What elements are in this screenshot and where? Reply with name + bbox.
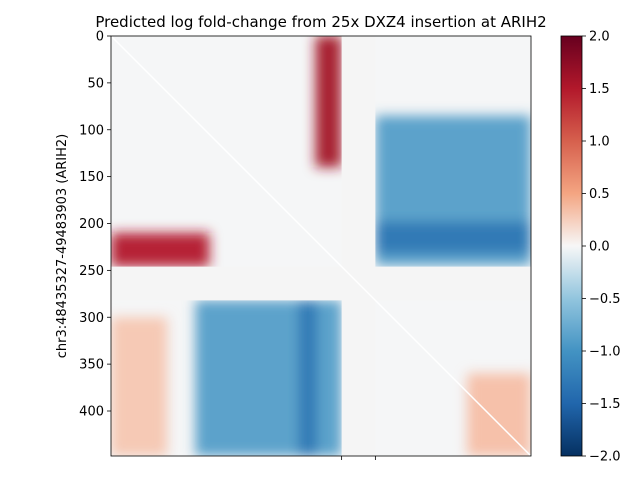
colorbar-tick-label: 0.5 — [589, 187, 610, 202]
y-tick-label: 350 — [79, 358, 104, 373]
heatmap-feature-4 — [195, 300, 342, 456]
y-tick-label: 200 — [79, 217, 104, 232]
colorbar-tick-label: 1.0 — [589, 135, 610, 150]
masked-bins — [111, 36, 531, 456]
x-axis — [341, 456, 376, 460]
heatmap-feature-6 — [111, 317, 168, 456]
colorbar-tick-label: 2.0 — [589, 30, 610, 45]
y-tick-label: 150 — [79, 170, 104, 185]
diagonal-line — [111, 36, 531, 456]
heatmap-feature-5 — [298, 300, 318, 456]
colorbar-tick-label: −1.5 — [589, 397, 621, 412]
colorbar-tick-label: 0.0 — [589, 240, 610, 255]
heatmap-frame — [110, 35, 532, 457]
heatmap-features — [111, 36, 531, 456]
y-tick-label: 250 — [79, 264, 104, 279]
masked-band-horizontal — [111, 266, 531, 301]
colorbar-ticks: 2.0 1.5 1.0 0.5 0.0 −0.5 −1.0 −1.5 −2.0 — [582, 30, 621, 465]
chart-title: Predicted log fold-change from 25x DXZ4 … — [95, 13, 546, 31]
heatmap-plot-area — [111, 36, 531, 456]
colorbar-tick-label: −2.0 — [589, 450, 621, 465]
heatmap-feature-7 — [467, 373, 531, 456]
colorbar-tick-label: −1.0 — [589, 345, 621, 360]
heatmap-feature-1 — [111, 232, 210, 267]
masked-band-vertical — [341, 36, 376, 456]
colorbar-tick-label: 1.5 — [589, 82, 610, 97]
y-tick-label: 50 — [87, 76, 104, 91]
y-tick-label: 100 — [79, 123, 104, 138]
y-axis-label: chr3:48435327-49483903 (ARIH2) — [55, 134, 70, 359]
colorbar — [560, 35, 583, 457]
y-tick-label: 400 — [79, 405, 104, 420]
y-tick-label: 0 — [96, 30, 104, 45]
heatmap-feature-3 — [375, 221, 531, 254]
colorbar-tick-label: −0.5 — [589, 292, 621, 307]
y-tick-label: 300 — [79, 311, 104, 326]
heatmap-feature-0 — [315, 36, 342, 168]
y-axis: 0 50 100 150 200 250 300 350 400 — [79, 30, 111, 420]
